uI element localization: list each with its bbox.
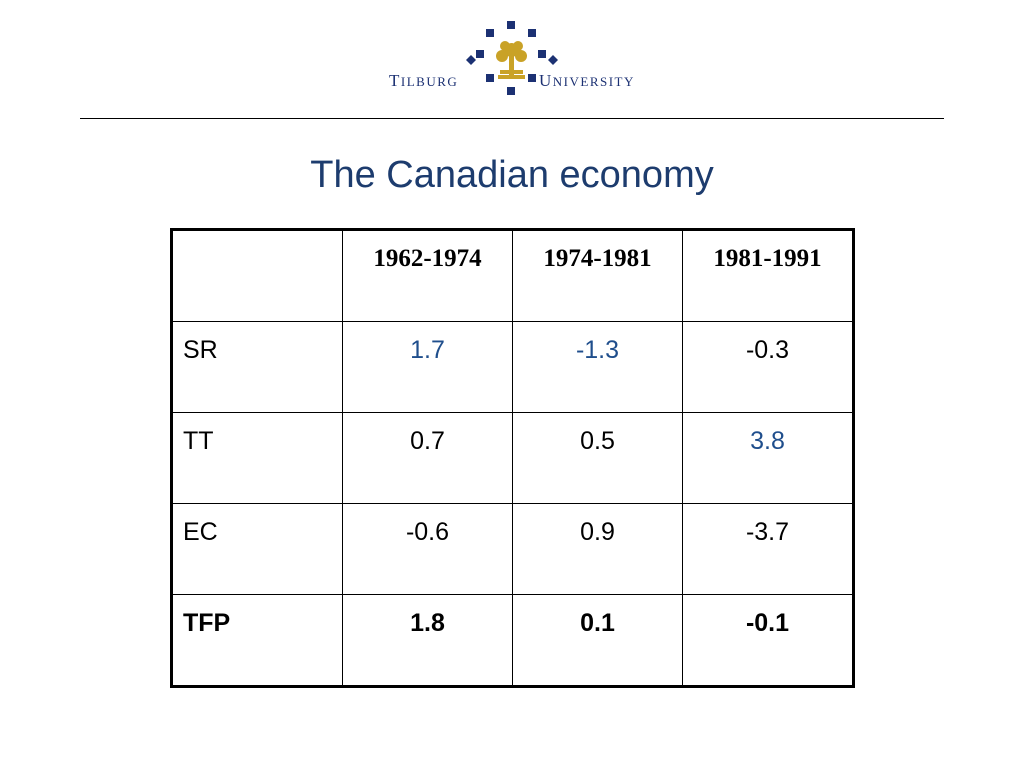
logo-word-tilburg: TILBURG <box>389 71 459 90</box>
table-cell: 3.8 <box>682 412 854 504</box>
header-cell-1981-1991: 1981-1991 <box>682 229 854 322</box>
tilburg-university-logo: TILBURG UNIVERSITY <box>387 20 637 100</box>
table-row-ec: EC -0.6 0.9 -3.7 <box>171 503 854 595</box>
header-cell-1974-1981: 1974-1981 <box>512 229 683 322</box>
header-divider <box>80 118 944 119</box>
table-cell: -3.7 <box>682 503 854 595</box>
logo-word-university: UNIVERSITY <box>539 71 635 90</box>
row-label-ec: EC <box>171 503 343 595</box>
header-cell-empty <box>171 229 343 322</box>
header-cell-1962-1974: 1962-1974 <box>342 229 513 322</box>
table-cell: 0.5 <box>512 412 683 504</box>
table-cell: 1.7 <box>342 321 513 413</box>
table-cell: -0.3 <box>682 321 854 413</box>
row-label-tfp: TFP <box>171 594 343 687</box>
row-label-sr: SR <box>171 321 343 413</box>
table-row-tt: TT 0.7 0.5 3.8 <box>171 412 854 504</box>
table-header-row: 1962-1974 1974-1981 1981-1991 <box>171 229 854 322</box>
table-row-tfp: TFP 1.8 0.1 -0.1 <box>171 594 854 687</box>
economy-table: 1962-1974 1974-1981 1981-1991 SR 1.7 -1.… <box>170 228 855 688</box>
table-cell: 0.7 <box>342 412 513 504</box>
slide-title: The Canadian economy <box>310 154 714 196</box>
table-row-sr: SR 1.7 -1.3 -0.3 <box>171 321 854 413</box>
table-cell: 0.1 <box>512 594 683 687</box>
table-cell: -0.1 <box>682 594 854 687</box>
table-cell: -1.3 <box>512 321 683 413</box>
row-label-tt: TT <box>171 412 343 504</box>
table-cell: 1.8 <box>342 594 513 687</box>
university-emblem-icon <box>466 21 558 95</box>
table-cell: 0.9 <box>512 503 683 595</box>
table-cell: -0.6 <box>342 503 513 595</box>
